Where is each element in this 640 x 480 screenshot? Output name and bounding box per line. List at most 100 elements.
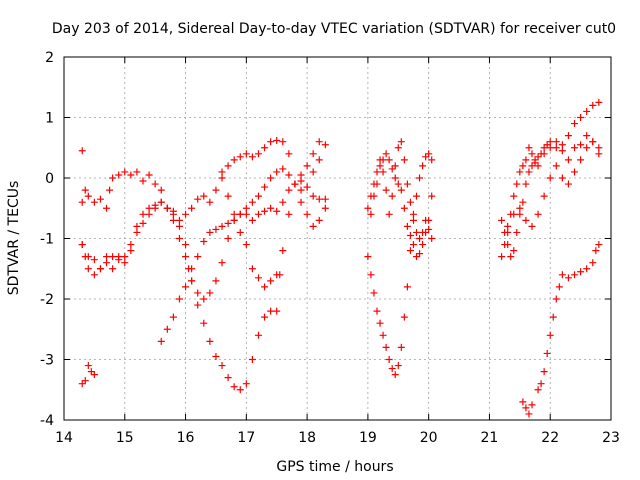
data-point-track-5 <box>84 362 92 370</box>
data-point-track-3 <box>248 216 256 224</box>
data-point-track-1 <box>96 195 104 203</box>
data-point-track-1 <box>218 362 226 370</box>
data-point-track-10 <box>501 241 509 249</box>
data-point-track-9 <box>525 168 533 176</box>
plot-frame <box>63 56 612 421</box>
data-point-track-6 <box>400 156 408 164</box>
data-point-track-12 <box>583 265 591 273</box>
data-point-track-1 <box>133 168 141 176</box>
data-point-track-7 <box>364 253 372 261</box>
x-tick-label: 22 <box>541 430 559 446</box>
data-point-track-4 <box>175 222 183 230</box>
data-point-track-9 <box>546 138 554 146</box>
data-point-track-7 <box>382 343 390 351</box>
data-point-track-1 <box>224 374 232 382</box>
data-point-track-1 <box>127 171 135 179</box>
data-point-track-7 <box>406 247 414 255</box>
data-point-track-3 <box>175 295 183 303</box>
data-point-track-4 <box>236 210 244 218</box>
data-point-track-10 <box>564 156 572 164</box>
data-point-track-5 <box>254 274 262 282</box>
data-point-track-2 <box>303 210 311 218</box>
data-point-track-8 <box>385 156 393 164</box>
data-point-track-6 <box>388 192 396 200</box>
data-point-track-8 <box>388 165 396 173</box>
data-point-track-3 <box>194 253 202 261</box>
data-point-track-1 <box>261 313 269 321</box>
data-point-track-1 <box>212 352 220 360</box>
data-point-track-2 <box>84 265 92 273</box>
data-point-track-1 <box>151 180 159 188</box>
data-point-track-4 <box>309 168 317 176</box>
data-point-track-12 <box>543 349 551 357</box>
data-point-track-2 <box>139 219 147 227</box>
data-point-track-9 <box>564 132 572 140</box>
data-point-track-2 <box>273 136 281 144</box>
data-point-track-8 <box>367 210 375 218</box>
data-point-track-2 <box>206 198 214 206</box>
data-point-track-4 <box>212 277 220 285</box>
data-point-track-11 <box>595 144 603 152</box>
data-point-track-6 <box>385 210 393 218</box>
data-point-track-2 <box>285 150 293 158</box>
data-point-track-7 <box>397 343 405 351</box>
data-point-track-6 <box>382 186 390 194</box>
data-point-track-4 <box>194 289 202 297</box>
data-point-track-8 <box>376 162 384 170</box>
data-point-track-5 <box>315 138 323 146</box>
data-point-track-5 <box>230 210 238 218</box>
data-point-track-11 <box>546 174 554 182</box>
data-point-track-4 <box>248 198 256 206</box>
data-point-track-6 <box>428 235 436 242</box>
data-point-track-1 <box>109 174 117 182</box>
data-point-track-7 <box>376 319 384 327</box>
data-point-track-2 <box>188 204 196 212</box>
data-point-track-5 <box>81 377 89 385</box>
data-point-track-2 <box>261 144 269 152</box>
data-point-track-8 <box>419 241 427 249</box>
data-point-track-6 <box>416 235 424 242</box>
data-point-track-1 <box>84 192 92 200</box>
data-point-track-3 <box>261 207 269 215</box>
data-point-track-8 <box>422 228 430 236</box>
y-tick-label: -3 <box>40 353 54 369</box>
data-point-track-12 <box>571 271 579 279</box>
data-point-track-12 <box>564 274 572 282</box>
data-point-track-2 <box>267 138 275 146</box>
data-point-track-11 <box>583 144 591 152</box>
data-point-track-1 <box>194 301 202 309</box>
data-point-track-3 <box>206 228 214 236</box>
data-point-track-9 <box>540 144 548 152</box>
data-point-track-10 <box>571 144 579 152</box>
data-point-track-5 <box>291 180 299 188</box>
data-point-track-5 <box>297 171 305 179</box>
data-point-track-11 <box>571 168 579 176</box>
data-point-track-10 <box>534 162 542 170</box>
y-tick-label: 0 <box>45 171 54 187</box>
data-point-track-1 <box>230 383 238 391</box>
data-point-track-4 <box>185 265 193 273</box>
data-point-track-10 <box>519 162 527 170</box>
data-point-track-6 <box>409 210 417 218</box>
data-point-track-4 <box>254 192 262 200</box>
data-point-track-12 <box>525 410 533 418</box>
axis-ticks: 14 15 16 17 18 19 20 21 22 23 -4 -3 -2 -1 0 1 2 <box>40 50 620 446</box>
data-point-track-9 <box>583 107 591 115</box>
data-point-track-7 <box>409 216 417 224</box>
data-point-track-1 <box>78 198 86 206</box>
data-point-track-1 <box>106 186 114 194</box>
data-point-track-8 <box>406 231 414 239</box>
y-axis-label: SDTVAR / TECUs <box>6 181 22 296</box>
data-point-track-12 <box>546 331 554 339</box>
data-point-track-9 <box>552 144 560 152</box>
data-point-track-4 <box>103 259 111 267</box>
data-point-track-12 <box>552 295 560 303</box>
x-axis-label: GPS time / hours <box>276 459 393 475</box>
data-point-track-5 <box>309 150 317 158</box>
data-point-track-10 <box>546 144 554 152</box>
data-point-track-6 <box>373 168 381 176</box>
data-point-track-4 <box>230 216 238 224</box>
data-point-track-8 <box>394 180 402 188</box>
data-point-track-7 <box>370 289 378 297</box>
data-point-track-3 <box>273 207 281 215</box>
